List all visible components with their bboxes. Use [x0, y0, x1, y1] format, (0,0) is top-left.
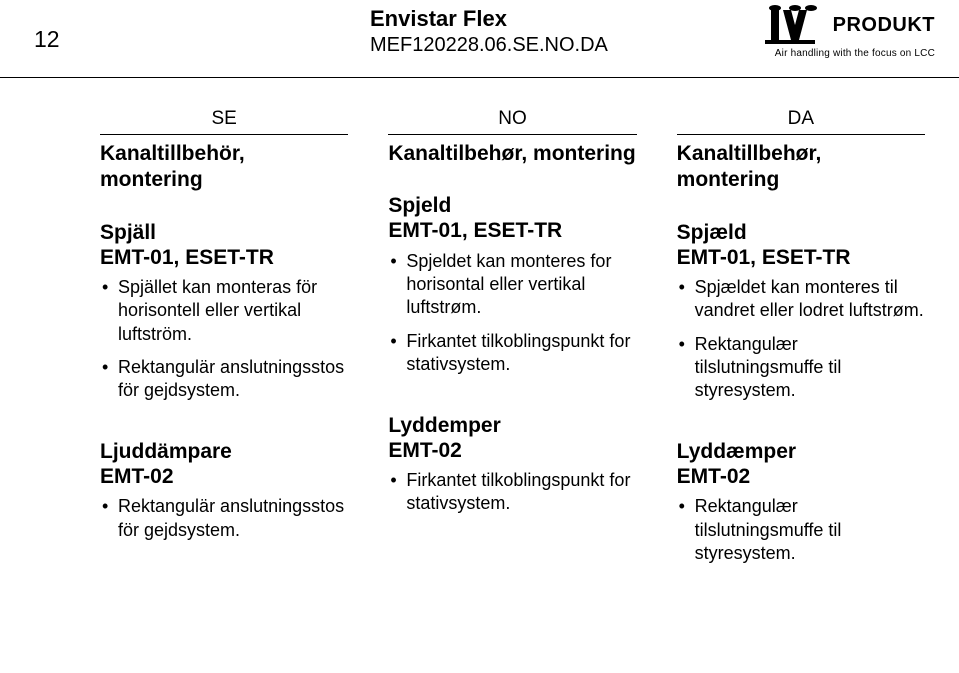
section-title: Kanaltillbehör, montering [100, 141, 348, 194]
title-main: Envistar Flex [370, 6, 608, 32]
title-sub: MEF120228.06.SE.NO.DA [370, 34, 608, 57]
list-item: Spjället kan monteras för horisontell el… [100, 276, 348, 346]
group1-list: Spjeldet kan monteres for horisontal ell… [388, 250, 636, 377]
page-number: 12 [34, 26, 60, 53]
lang-label: DA [677, 108, 925, 135]
column-se: SE Kanaltillbehör, montering Spjäll EMT-… [100, 108, 348, 587]
list-item: Spjældet kan monteres til vandret eller … [677, 276, 925, 323]
group1-heading: Spjäll EMT-01, ESET-TR [100, 220, 348, 270]
group2-list: Firkantet tilkoblingspunkt for stativsys… [388, 469, 636, 516]
group2-list: Rektangulær tilslutningsmuffe til styres… [677, 495, 925, 565]
lang-label: SE [100, 108, 348, 135]
list-item: Firkantet tilkoblingspunkt for stativsys… [388, 469, 636, 516]
list-item: Rektangulær tilslutningsmuffe til styres… [677, 333, 925, 403]
group2-heading: Lyddemper EMT-02 [388, 413, 636, 463]
list-item: Firkantet tilkoblingspunkt for stativsys… [388, 330, 636, 377]
group2-list: Rektangulär anslutningsstos för gejdsyst… [100, 495, 348, 542]
list-item: Rektangulær tilslutningsmuffe til styres… [677, 495, 925, 565]
list-item: Rektangulär anslutningsstos för gejdsyst… [100, 495, 348, 542]
group2-heading: Lyddæmper EMT-02 [677, 439, 925, 489]
logo-block: PRODUKT Air handling with the focus on L… [765, 4, 935, 59]
list-item: Rektangulär anslutningsstos för gejdsyst… [100, 356, 348, 403]
lang-label: NO [388, 108, 636, 135]
logo-icon [765, 4, 827, 46]
group2-heading: Ljuddämpare EMT-02 [100, 439, 348, 489]
columns-container: SE Kanaltillbehör, montering Spjäll EMT-… [0, 78, 959, 587]
column-da: DA Kanaltillbehør, montering Spjæld EMT-… [677, 108, 925, 587]
column-no: NO Kanaltilbehør, montering Spjeld EMT-0… [388, 108, 636, 587]
page-header: 12 Envistar Flex MEF120228.06.SE.NO.DA P… [0, 0, 959, 78]
title-block: Envistar Flex MEF120228.06.SE.NO.DA [370, 6, 608, 57]
logo-text: PRODUKT [833, 14, 935, 37]
logo-row: PRODUKT [765, 4, 935, 46]
logo-tagline: Air handling with the focus on LCC [765, 48, 935, 59]
group1-heading: Spjæld EMT-01, ESET-TR [677, 220, 925, 270]
group1-heading: Spjeld EMT-01, ESET-TR [388, 193, 636, 243]
section-title: Kanaltilbehør, montering [388, 141, 636, 167]
list-item: Spjeldet kan monteres for horisontal ell… [388, 250, 636, 320]
section-title: Kanaltillbehør, montering [677, 141, 925, 194]
group1-list: Spjældet kan monteres til vandret eller … [677, 276, 925, 403]
group1-list: Spjället kan monteras för horisontell el… [100, 276, 348, 403]
